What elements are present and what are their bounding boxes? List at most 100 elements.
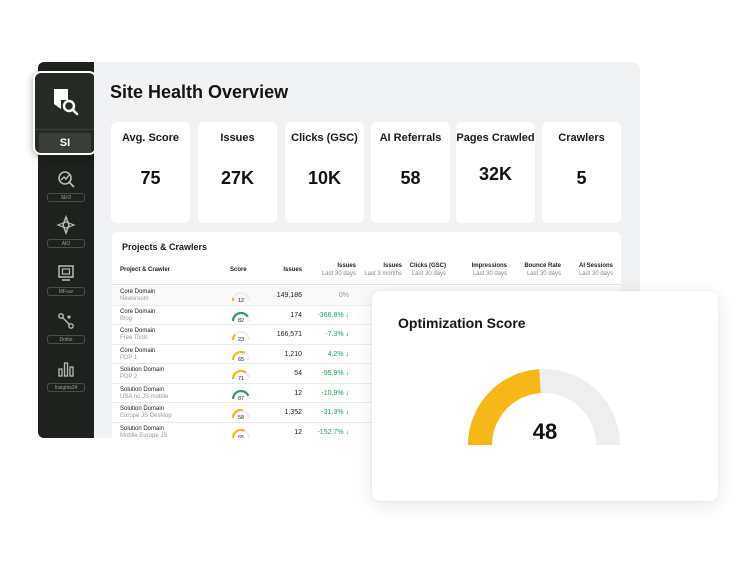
crawler-name: Europe JS Desktop bbox=[120, 413, 172, 419]
gauge-fill bbox=[231, 333, 236, 341]
sidebar-item-aio[interactable]: AIO bbox=[44, 213, 88, 253]
crawler-name: PDP 1 bbox=[120, 354, 138, 361]
header-label: Impressions bbox=[471, 263, 507, 269]
stat-label: Crawlers bbox=[558, 132, 605, 144]
score-value: 71 bbox=[238, 376, 244, 381]
column-header-issues-3m[interactable]: Issues Last 3 months bbox=[364, 262, 402, 278]
page-title: Site Health Overview bbox=[110, 82, 289, 102]
header-sub: Last 3 months bbox=[364, 271, 402, 277]
header-label: Issues bbox=[383, 263, 402, 269]
column-header-clicks[interactable]: Clicks (GSC) Last 30 days bbox=[410, 262, 446, 278]
score-gauge: 58 bbox=[231, 408, 251, 420]
app-logo bbox=[35, 73, 95, 129]
issues-cell: 54 bbox=[294, 370, 302, 377]
monitor-icon bbox=[53, 261, 79, 285]
header-label: AI Sessions bbox=[578, 263, 613, 269]
stat-card-clicks[interactable]: Clicks (GSC) 10K bbox=[285, 122, 364, 223]
table-row[interactable]: Solution Domain Mobile Europe JS 65 12 -152.… bbox=[112, 423, 621, 439]
table-title: Projects & Crawlers bbox=[122, 242, 208, 252]
issues-change-cell: -95.9% ↓ bbox=[321, 370, 349, 377]
header-sub: Last 30 days bbox=[472, 271, 507, 277]
nodes-icon bbox=[53, 309, 79, 333]
project-cell: Core Domain Free Tools bbox=[120, 328, 155, 342]
stat-card-ai-referrals[interactable]: AI Referrals 58 bbox=[371, 122, 450, 223]
stat-card-pages-crawled[interactable]: Pages Crawled 32K bbox=[456, 122, 535, 223]
bar-chart-icon bbox=[53, 357, 79, 381]
header-sub: Last 30 days bbox=[578, 271, 613, 277]
sidebar-item-mfour[interactable]: MFour bbox=[44, 261, 88, 301]
issues-cell: 166,571 bbox=[276, 331, 302, 338]
crawler-name: Free Tools bbox=[120, 335, 148, 341]
score-gauge: 65 bbox=[231, 350, 251, 362]
header-label: Bounce Rate bbox=[524, 263, 561, 269]
table-row[interactable]: Core Domain Free Tools 23 166,571 -7.3% ↓ bbox=[112, 325, 621, 345]
gauge-fill bbox=[231, 311, 249, 321]
score-value: 23 bbox=[238, 337, 244, 342]
score-gauge: 71 bbox=[231, 369, 251, 381]
sidebar-item-seo[interactable]: SEO bbox=[44, 167, 88, 207]
header-sub: Last 30 days bbox=[411, 271, 446, 277]
column-header-issues[interactable]: Issues bbox=[283, 267, 302, 273]
stat-card-avg-score[interactable]: Avg. Score 75 bbox=[111, 122, 190, 223]
project-cell: Solution Domain Mobile Europe JS bbox=[120, 426, 167, 439]
sidebar-item-label: SEO bbox=[47, 193, 85, 202]
project-cell: Core Domain PDP 1 bbox=[120, 348, 155, 362]
table-row[interactable]: Solution Domain Europe JS Desktop 58 1,352 -… bbox=[112, 403, 621, 423]
score-gauge: 12 bbox=[231, 291, 251, 303]
optimization-score-value: 48 bbox=[532, 419, 558, 444]
optimization-score-card: Optimization Score 48 bbox=[372, 291, 718, 501]
score-gauge: 82 bbox=[231, 311, 251, 323]
table-row[interactable]: Core Domain Blog 82 174 -366.8% ↓ bbox=[112, 306, 621, 325]
sidebar-item-dottie[interactable]: Dottie bbox=[44, 309, 88, 349]
app-short-label: SI bbox=[39, 133, 91, 153]
crawler-name: Newsroom bbox=[120, 296, 149, 302]
project-cell: Core Domain Blog bbox=[120, 309, 155, 323]
header-label: Clicks (GSC) bbox=[409, 263, 446, 269]
issues-cell: 1,210 bbox=[284, 350, 302, 358]
issues-change-cell: 4.2% ↓ bbox=[327, 350, 349, 358]
issues-change-cell: -7.3% ↓ bbox=[325, 331, 349, 338]
issues-change-cell: -31.3% ↓ bbox=[321, 409, 349, 416]
project-name: Core Domain bbox=[120, 347, 156, 354]
sidebar-item-label: Dottie bbox=[47, 335, 85, 344]
score-value: 65 bbox=[238, 357, 244, 362]
stat-card-issues[interactable]: Issues 27K bbox=[198, 122, 277, 223]
project-name: Solution Domain bbox=[120, 386, 165, 393]
issues-cell: 149,186 bbox=[276, 292, 302, 299]
table-row[interactable]: Solution Domain PDP 2 71 54 -95.9% ↓ bbox=[112, 364, 621, 384]
project-name: Solution Domain bbox=[120, 406, 165, 412]
table-row[interactable]: Solution Domain USA no JS mobile 87 12 -10,9… bbox=[112, 384, 621, 403]
table-row[interactable]: Core Domain PDP 1 65 1,210 4.2% ↓ bbox=[112, 345, 621, 364]
column-header-impressions[interactable]: Impressions Last 30 days bbox=[472, 262, 507, 278]
stat-label: Pages Crawled bbox=[456, 132, 535, 144]
sidebar-item-insights24[interactable]: Insights24 bbox=[44, 357, 88, 397]
issues-cell: 12 bbox=[294, 428, 302, 436]
project-name: Core Domain bbox=[120, 289, 156, 295]
crawler-name: USA no JS mobile bbox=[120, 393, 169, 400]
column-header-project[interactable]: Project & Crawler bbox=[120, 267, 171, 273]
column-header-bounce[interactable]: Bounce Rate Last 30 days bbox=[524, 262, 561, 278]
score-value: 65 bbox=[238, 435, 244, 439]
crawler-name: Mobile Europe JS bbox=[120, 432, 168, 439]
sidebar-item-label: AIO bbox=[47, 239, 85, 248]
divider bbox=[112, 284, 621, 285]
gauge-fill bbox=[231, 297, 235, 302]
column-header-issues-30[interactable]: Issues Last 30 days bbox=[322, 262, 356, 278]
issues-cell: 174 bbox=[290, 311, 302, 319]
column-header-ai-sessions[interactable]: AI Sessions Last 30 days bbox=[579, 262, 613, 278]
document-search-icon bbox=[54, 89, 79, 116]
stat-label: Issues bbox=[220, 132, 255, 144]
score-gauge: 65 bbox=[231, 428, 251, 439]
stat-card-crawlers[interactable]: Crawlers 5 bbox=[542, 122, 621, 223]
stat-value: 27K bbox=[220, 168, 255, 188]
column-header-score[interactable]: Score bbox=[230, 267, 247, 273]
stat-value: 10K bbox=[307, 168, 342, 188]
project-name: Core Domain bbox=[120, 328, 156, 334]
issues-change-cell: 0% bbox=[338, 292, 349, 299]
issues-change-cell: -10,9% ↓ bbox=[321, 389, 349, 397]
stat-label: Clicks (GSC) bbox=[291, 132, 358, 144]
app-switcher[interactable]: SI bbox=[33, 71, 97, 155]
stat-label: AI Referrals bbox=[379, 132, 442, 144]
project-cell: Core Domain Newsroom bbox=[120, 289, 155, 303]
gauge-fill bbox=[231, 428, 246, 438]
